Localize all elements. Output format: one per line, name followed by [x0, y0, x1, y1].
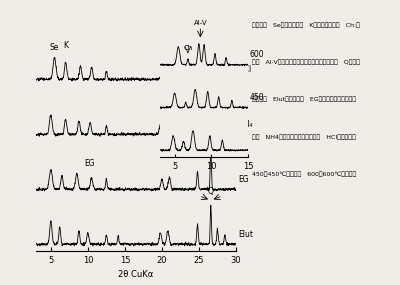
- Text: 処理凡例   Elut：水蹄処理   EG：エチレングリコール: 処理凡例 Elut：水蹄処理 EG：エチレングリコール: [252, 97, 356, 103]
- Text: 600: 600: [250, 50, 264, 59]
- Text: 450: 450: [250, 93, 264, 102]
- Text: 泥石   Al·V：アルミニウム型バーミキュライト   Q：石英: 泥石 Al·V：アルミニウム型バーミキュライト Q：石英: [252, 60, 360, 66]
- Text: HCl: HCl: [238, 65, 252, 74]
- Text: Ch: Ch: [183, 45, 192, 51]
- Text: Elut: Elut: [238, 230, 253, 239]
- Text: EG: EG: [238, 175, 249, 184]
- Text: EG: EG: [84, 159, 95, 168]
- Text: 鉱物凡例   Se：セリサイト   K：カオリン鉱物   Ch:綠: 鉱物凡例 Se：セリサイト K：カオリン鉱物 Ch:綠: [252, 23, 360, 28]
- Text: Al-V: Al-V: [194, 20, 207, 26]
- Text: 450：450℃加熱処理   600：600℃加熱処理: 450：450℃加熱処理 600：600℃加熱処理: [252, 171, 356, 177]
- Text: Se: Se: [50, 43, 59, 52]
- X-axis label: 2θ CuKα: 2θ CuKα: [118, 270, 154, 279]
- Text: K: K: [63, 41, 68, 50]
- Text: NH₄: NH₄: [238, 120, 253, 129]
- Text: Q: Q: [208, 186, 214, 196]
- Text: 処理   NH4：硷酸アンモニウム処理   HCl：塩酸処理: 処理 NH4：硷酸アンモニウム処理 HCl：塩酸処理: [252, 134, 356, 140]
